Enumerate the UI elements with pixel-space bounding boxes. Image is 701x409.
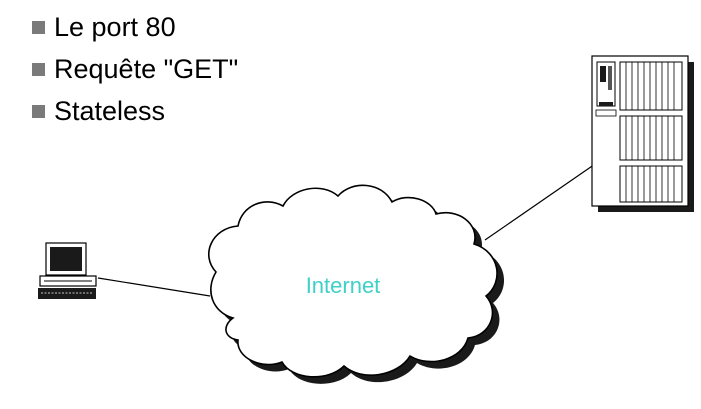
computer-link-line	[97, 277, 211, 297]
bullet-text: Le port 80	[54, 11, 176, 42]
bullet-item: Requête "GET"	[32, 48, 238, 90]
bullet-text: Stateless	[54, 95, 166, 126]
square-bullet-icon	[32, 20, 45, 34]
internet-cloud	[208, 184, 498, 378]
bullet-item: Le port 80	[32, 6, 238, 48]
server-link-line	[484, 161, 599, 241]
computer-icon	[38, 242, 97, 299]
bullet-item: Stateless	[32, 90, 238, 132]
square-bullet-icon	[32, 62, 45, 76]
square-bullet-icon	[32, 104, 45, 118]
bullet-list: Le port 80 Requête "GET" Stateless	[32, 6, 238, 132]
cloud-label: Internet	[306, 273, 381, 298]
server-icon	[591, 55, 694, 212]
bullet-text: Requête "GET"	[54, 53, 239, 84]
